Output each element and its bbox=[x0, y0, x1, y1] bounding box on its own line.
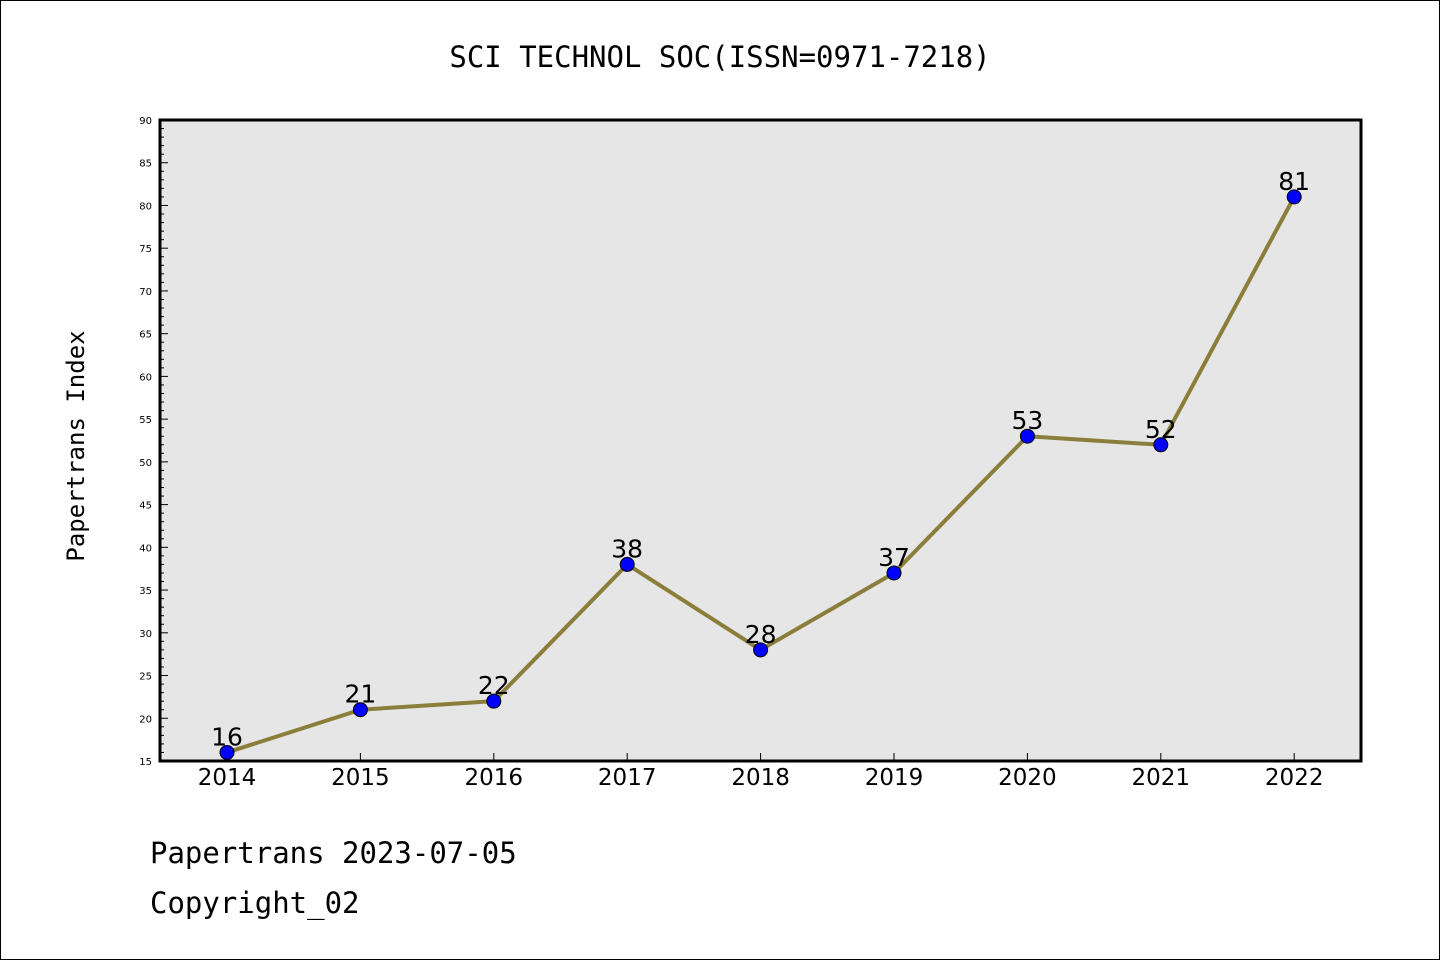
data-label: 37 bbox=[878, 543, 910, 572]
y-tick-label: 60 bbox=[139, 372, 152, 383]
plot-border bbox=[158, 118, 1363, 763]
data-label: 52 bbox=[1145, 415, 1177, 444]
y-tick-label: 70 bbox=[139, 287, 152, 298]
y-tick-label: 15 bbox=[139, 757, 152, 768]
y-tick-label: 50 bbox=[139, 458, 152, 469]
data-point-marker bbox=[1019, 428, 1035, 444]
data-point-marker bbox=[1153, 437, 1169, 453]
x-tick-label: 2018 bbox=[731, 765, 790, 791]
data-label: 22 bbox=[478, 671, 510, 700]
y-tick-label: 25 bbox=[139, 672, 152, 683]
y-tick-label: 30 bbox=[139, 629, 152, 640]
y-tick-label: 90 bbox=[139, 116, 152, 127]
y-tick-label: 75 bbox=[139, 244, 152, 255]
data-point-marker bbox=[1286, 189, 1302, 205]
data-point-marker bbox=[619, 556, 635, 572]
data-point-marker bbox=[352, 702, 368, 718]
data-label: 28 bbox=[745, 620, 777, 649]
x-axis: 2014 2015 2016 2017 2018 2019 2020 2021 2022 bbox=[198, 753, 1324, 791]
data-point-marker bbox=[753, 642, 769, 658]
plot-area bbox=[160, 120, 1361, 761]
footer-copyright-text: Copyright_02 bbox=[150, 886, 360, 920]
data-label: 53 bbox=[1011, 406, 1043, 435]
footer-date-text: Papertrans 2023-07-05 bbox=[150, 836, 517, 870]
data-label: 21 bbox=[344, 680, 376, 709]
x-tick-label: 2017 bbox=[598, 765, 657, 791]
data-point-marker bbox=[486, 693, 502, 709]
x-tick-label: 2019 bbox=[865, 765, 924, 791]
x-tick-label: 2021 bbox=[1132, 765, 1191, 791]
x-tick-label: 2022 bbox=[1265, 765, 1324, 791]
x-tick-label: 2016 bbox=[465, 765, 524, 791]
y-tick-label: 65 bbox=[139, 330, 152, 341]
data-label: 16 bbox=[211, 722, 243, 751]
y-tick-label: 45 bbox=[139, 501, 152, 512]
data-label: 81 bbox=[1278, 167, 1310, 196]
data-point-marker bbox=[219, 744, 235, 760]
x-tick-label: 2020 bbox=[998, 765, 1057, 791]
y-tick-label: 40 bbox=[139, 543, 152, 554]
y-tick-label: 80 bbox=[139, 201, 152, 212]
chart-title: SCI TECHNOL SOC(ISSN=0971-7218) bbox=[449, 40, 990, 74]
data-point-marker bbox=[886, 565, 902, 581]
x-tick-label: 2014 bbox=[198, 765, 257, 791]
data-label: 38 bbox=[611, 534, 643, 563]
series-layer: 16 21 22 38 28 37 53 52 81 bbox=[211, 167, 1310, 760]
x-tick-label: 2015 bbox=[331, 765, 390, 791]
y-tick-label: 85 bbox=[139, 159, 152, 170]
y-axis-label: Papertrans Index bbox=[62, 330, 90, 561]
y-tick-label: 35 bbox=[139, 586, 152, 597]
y-tick-label: 55 bbox=[139, 415, 152, 426]
y-tick-label: 20 bbox=[139, 714, 152, 725]
